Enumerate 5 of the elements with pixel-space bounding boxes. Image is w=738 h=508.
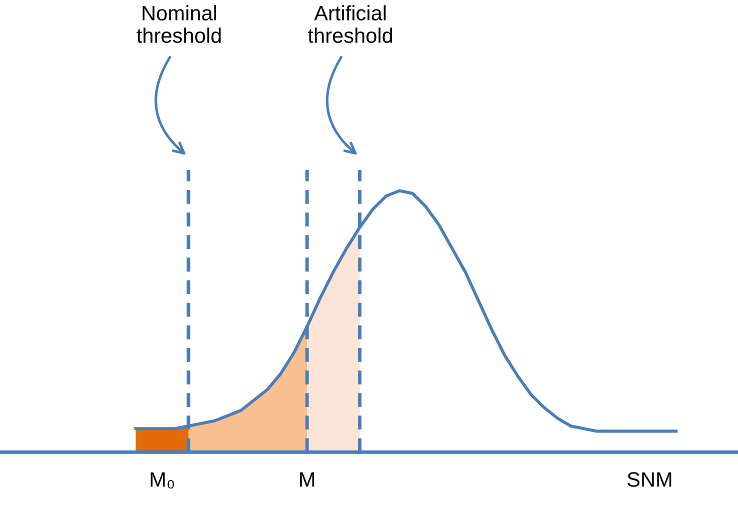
x-tick-label: M — [300, 472, 314, 487]
text: Nominal threshold — [136, 5, 221, 43]
text: Artificial threshold — [308, 5, 392, 43]
x-tick-label: M₀ — [150, 472, 174, 489]
x-tick-label: SNM — [628, 472, 672, 487]
